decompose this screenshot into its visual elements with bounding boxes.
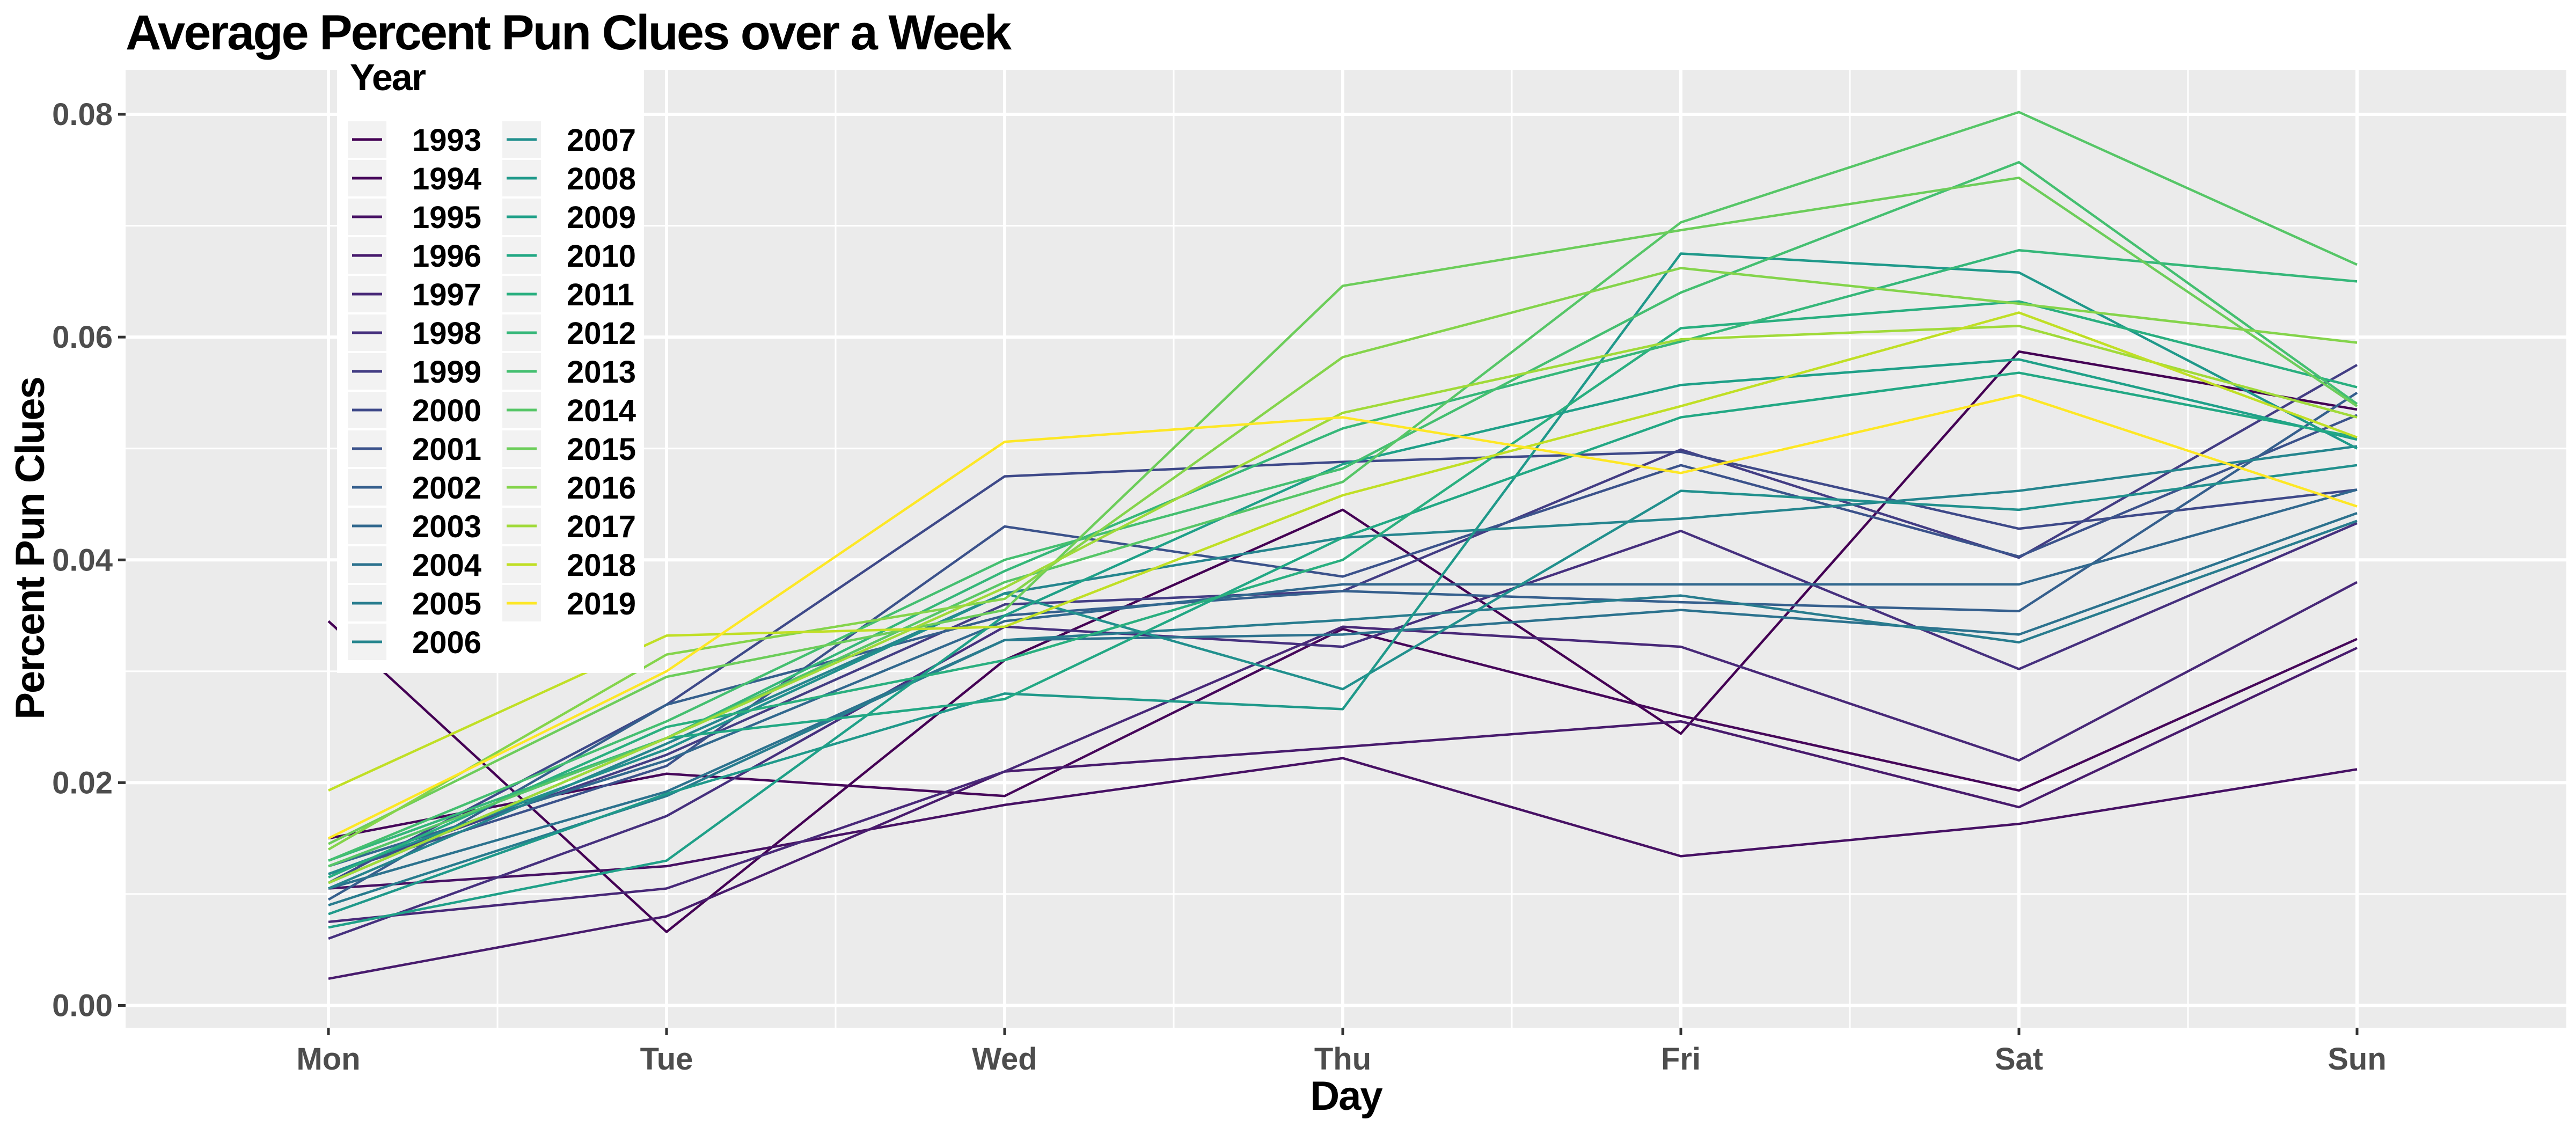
series-line-1996: [328, 647, 2358, 980]
series-line-2017: [328, 325, 2358, 884]
legend-title: Year: [350, 56, 426, 98]
series-line-1993: [327, 350, 2358, 933]
legend-label-1998: 1998: [412, 316, 481, 351]
legend-label-2007: 2007: [567, 123, 636, 158]
series-line-2002: [327, 392, 2358, 901]
legend-label-2002: 2002: [412, 471, 481, 506]
legend-label-2005: 2005: [412, 587, 481, 621]
series-line-2016: [327, 267, 2358, 851]
legend-label-2009: 2009: [567, 200, 636, 235]
series-line-2013: [328, 161, 2358, 862]
x-tick-label: Sat: [1995, 1042, 2043, 1077]
series-line-2008: [328, 252, 2358, 916]
y-axis-ticks: 0.00 0.02 0.04 0.06 0.08: [52, 97, 126, 1023]
y-axis-title: Percent Pun Clues: [8, 377, 53, 720]
series-line-2001: [328, 414, 2358, 875]
series-line-1995: [328, 757, 2358, 890]
legend-label-2014: 2014: [567, 393, 636, 428]
legend-label-2015: 2015: [567, 432, 636, 467]
legend-label-1995: 1995: [412, 200, 481, 235]
series-line-2011: [328, 300, 2358, 879]
series-line-2009: [328, 358, 2358, 929]
x-tick-label: Wed: [972, 1042, 1037, 1077]
legend-label-1997: 1997: [412, 277, 481, 312]
legend-label-2012: 2012: [567, 316, 636, 351]
series-line-2019: [328, 393, 2358, 840]
series-line-2003: [328, 488, 2358, 868]
legend-label-1996: 1996: [412, 239, 481, 274]
legend-label-2018: 2018: [567, 548, 636, 583]
series-lines: [327, 111, 2358, 980]
series-line-2015: [328, 177, 2358, 845]
legend-label-2013: 2013: [567, 355, 636, 390]
y-tick-label: 0.02: [52, 765, 113, 800]
legend-background: [337, 63, 644, 673]
legend-label-2006: 2006: [412, 625, 481, 660]
legend-label-2008: 2008: [567, 162, 636, 196]
x-tick-label: Tue: [640, 1042, 693, 1077]
legend-label-1999: 1999: [412, 355, 481, 390]
x-tick-label: Sun: [2328, 1042, 2387, 1077]
x-axis-ticks: Mon Tue Wed Thu Fri Sat Sun: [296, 1028, 2387, 1077]
x-tick-label: Thu: [1314, 1042, 1371, 1077]
y-tick-label: 0.00: [52, 988, 113, 1023]
legend-label-2003: 2003: [412, 509, 481, 544]
series-line-2004: [328, 511, 2358, 890]
series-line-2005: [328, 519, 2358, 906]
legend-label-2017: 2017: [567, 509, 636, 544]
legend-label-2004: 2004: [412, 548, 481, 583]
legend-label-2001: 2001: [412, 432, 481, 467]
legend-label-1993: 1993: [412, 123, 481, 158]
legend-label-2016: 2016: [567, 471, 636, 506]
series-line-2007: [328, 464, 2358, 875]
x-tick-label: Mon: [296, 1042, 360, 1077]
x-axis-title: Day: [1310, 1073, 1382, 1119]
legend-label-2000: 2000: [412, 393, 481, 428]
legend-label-2019: 2019: [567, 587, 636, 621]
series-line-1997: [328, 581, 2358, 924]
series-line-2018: [328, 311, 2358, 792]
y-tick-label: 0.04: [52, 543, 113, 577]
chart-title: Average Percent Pun Clues over a Week: [126, 5, 1012, 60]
legend-label-1994: 1994: [412, 162, 481, 196]
series-line-1998: [328, 522, 2358, 940]
y-tick-label: 0.06: [52, 320, 113, 355]
legend-label-2010: 2010: [567, 239, 636, 274]
x-tick-label: Fri: [1661, 1042, 1701, 1077]
y-tick-label: 0.08: [52, 97, 113, 132]
legend-label-2011: 2011: [567, 277, 634, 312]
series-line-1994: [328, 627, 2358, 840]
